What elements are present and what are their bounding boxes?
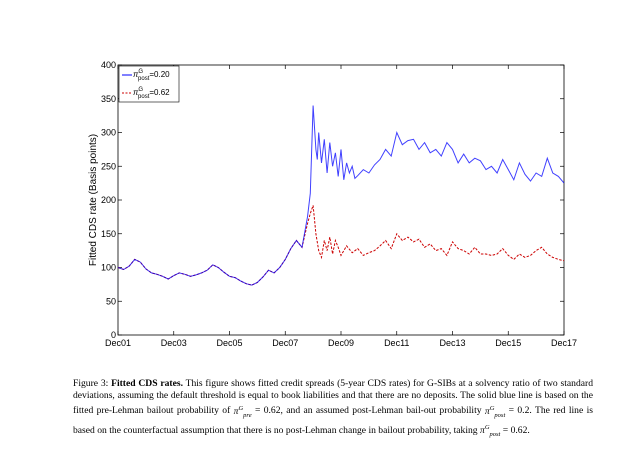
- x-tick-label: Dec05: [216, 338, 242, 348]
- y-tick-label: 150: [101, 229, 116, 239]
- caption-label: Figure 3:: [73, 378, 109, 389]
- y-tick-label: 300: [101, 128, 116, 138]
- y-tick-label: 400: [101, 60, 116, 70]
- caption-text-3: = 0.2. The red line is based on the coun…: [73, 405, 593, 436]
- caption-text-2: = 0.62, and an assumed post-Lehman bail-…: [254, 405, 482, 417]
- caption-title: Fitted CDS rates.: [111, 378, 183, 389]
- figure-caption: Figure 3: Fitted CDS rates. This figure …: [73, 378, 593, 441]
- y-tick-label: 100: [101, 263, 116, 273]
- legend-box: [118, 65, 180, 103]
- legend: πG post=0.20 πG post=0.62: [118, 65, 180, 103]
- y-tick-label: 200: [101, 195, 116, 205]
- series-line-blue: [117, 105, 565, 286]
- y-tick-label: 350: [101, 94, 116, 104]
- y-tick-label: 50: [106, 296, 116, 306]
- x-tick-label: Dec17: [551, 338, 577, 348]
- pi-post-symbol-2: πGpost: [480, 423, 501, 438]
- x-tick-label: Dec09: [328, 338, 354, 348]
- pi-post-symbol-1: πGpost: [484, 404, 506, 419]
- y-tick-label: 250: [101, 161, 116, 171]
- series-lines: [117, 105, 565, 286]
- x-tick-label: Dec07: [272, 338, 298, 348]
- legend-label-blue: πG post=0.20: [133, 69, 170, 82]
- y-tick-label: 0: [111, 330, 116, 340]
- caption-text-1: This figure shows fitted credit spreads …: [73, 378, 593, 417]
- x-tick-label: Dec11: [384, 338, 409, 348]
- y-axis-label: Fitted CDS rate (Basis points): [88, 134, 99, 266]
- y-ticks: 0 50 100 150 200 250 300 350 400: [101, 60, 564, 340]
- cds-chart: 0 50 100 150 200 250 300 350 400 Dec01 Dec03 Dec05…: [88, 60, 577, 348]
- x-tick-label: Dec01: [105, 338, 131, 348]
- x-ticks: Dec01 Dec03 Dec05 Dec07 Dec09 Dec11 Dec13 Dec15…: [105, 65, 577, 348]
- x-tick-label: Dec15: [495, 338, 521, 348]
- legend-label-red: πG post=0.62: [133, 87, 170, 100]
- x-tick-label: Dec03: [161, 338, 187, 348]
- caption-text-4: = 0.62.: [502, 424, 530, 436]
- plot-area: [117, 64, 565, 336]
- pi-pre-symbol: πGpre: [233, 404, 252, 419]
- x-tick-label: Dec13: [439, 338, 465, 348]
